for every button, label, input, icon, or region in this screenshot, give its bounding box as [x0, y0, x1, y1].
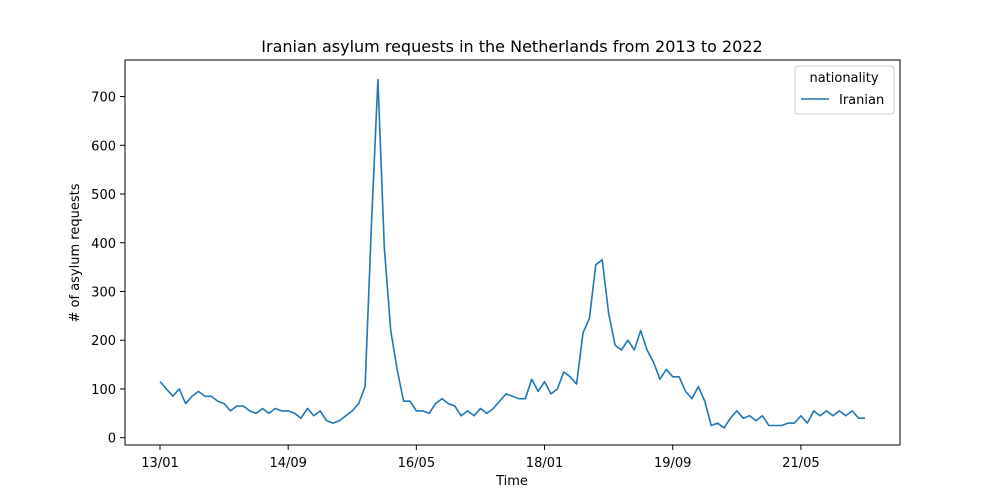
- y-tick-label: 0: [108, 432, 116, 447]
- y-tick-label: 400: [91, 237, 116, 252]
- legend-box: [794, 65, 895, 115]
- x-tick-label: 13/01: [141, 456, 178, 471]
- x-axis-title: Time: [495, 474, 528, 489]
- y-tick-label: 700: [91, 91, 116, 106]
- plot-area-frame: [124, 59, 901, 446]
- x-tick-label: 18/01: [526, 456, 563, 471]
- y-tick-label: 100: [91, 383, 116, 398]
- chart-title: Iranian asylum requests in the Netherlan…: [261, 37, 762, 56]
- series-line-iranian: [159, 78, 865, 429]
- y-tick-label: 200: [91, 334, 116, 349]
- x-tick-label: 14/09: [269, 456, 306, 471]
- legend-label-iranian: Iranian: [839, 93, 884, 108]
- x-tick-label: 21/05: [782, 456, 819, 471]
- x-tick-label: 16/05: [398, 456, 435, 471]
- legend: nationality Iranian: [794, 65, 895, 115]
- x-tick-label: 19/09: [654, 456, 691, 471]
- y-tick-label: 500: [91, 188, 116, 203]
- y-tick-label: 300: [91, 285, 116, 300]
- y-axis-title: # of asylum requests: [68, 183, 83, 322]
- legend-title: nationality: [809, 71, 878, 86]
- y-tick-label: 600: [91, 139, 116, 154]
- y-axis: 0 100 200 300 400 500 600 700: [91, 91, 125, 447]
- x-axis: 13/01 14/09 16/05 18/01 19/09 21/05: [141, 445, 820, 471]
